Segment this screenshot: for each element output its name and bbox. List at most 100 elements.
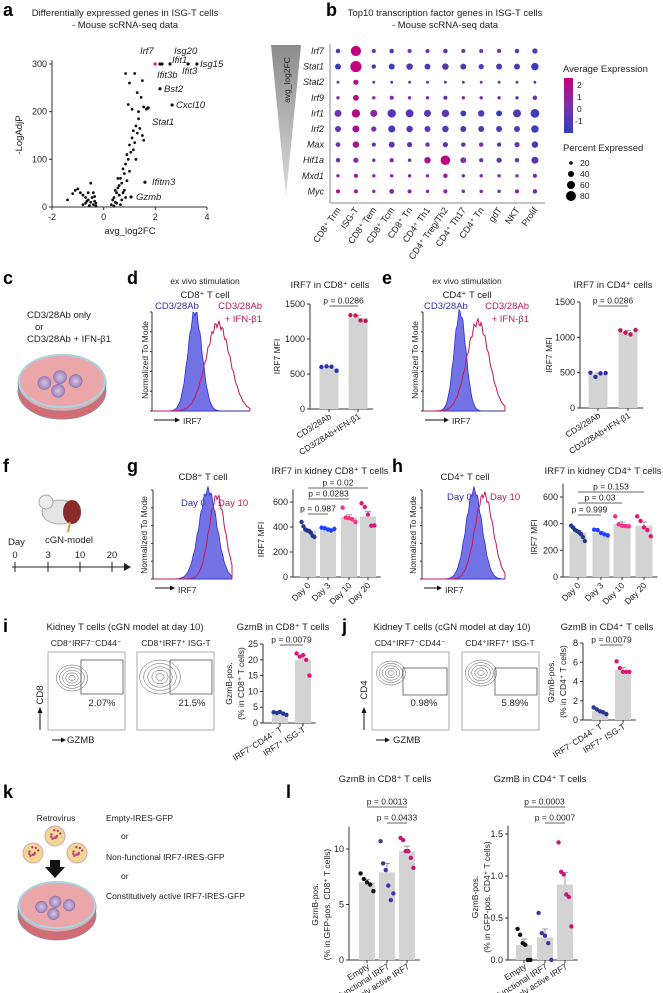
data-point — [119, 176, 122, 180]
virus-dot — [31, 853, 34, 856]
dot — [389, 158, 394, 163]
ureter — [67, 521, 71, 533]
construct-or: or — [121, 871, 129, 881]
dot — [532, 95, 538, 101]
dotplot-title-1: Top10 transcription factor genes in ISG-… — [348, 8, 543, 19]
chart-title: GzmB in CD8⁺ T cells — [237, 622, 330, 633]
data-point — [137, 110, 140, 114]
p-value-label: p = 0.0003 — [524, 797, 565, 807]
dot — [353, 173, 358, 178]
y-tick-label: 200 — [273, 547, 288, 557]
data-point — [304, 657, 309, 662]
dot — [408, 80, 412, 84]
dot — [336, 174, 340, 178]
data-point — [89, 181, 93, 185]
data-point — [131, 148, 135, 152]
dot-plot: Top10 transcription factor genes in ISG-… — [271, 8, 648, 261]
dot — [460, 126, 467, 132]
bar-chart-h: IRF7 in kidney CD4⁺ T cells IRF7 MFI 0 200 4… — [529, 466, 662, 606]
data-point — [363, 318, 368, 323]
data-point — [124, 196, 128, 199]
bar — [635, 525, 653, 577]
data-point — [122, 188, 126, 192]
contour — [147, 666, 173, 688]
data-point — [121, 167, 125, 171]
size-legend-label: 20 — [580, 158, 590, 168]
bar — [615, 669, 631, 720]
contour — [143, 663, 177, 691]
y-tick-label: 0 — [253, 718, 258, 728]
data-point — [112, 196, 116, 199]
hist-ylabel: Normalized To Mode — [410, 321, 420, 399]
x-tick-label: 0 — [101, 212, 106, 222]
dot — [443, 95, 448, 100]
data-point — [141, 134, 144, 137]
data-point — [138, 126, 142, 130]
hist-title-1: ex vivo stimulation — [170, 276, 240, 286]
virus-icon — [22, 842, 44, 864]
data-point — [94, 201, 98, 205]
data-point — [358, 318, 363, 323]
data-point-isg15 — [195, 62, 199, 66]
retrovirus-schematic: Retrovirus Empty-IRES-GFP or Non-functio… — [17, 813, 245, 941]
data-point — [613, 514, 618, 519]
bar — [272, 713, 288, 723]
dot — [350, 45, 361, 57]
data-point — [400, 837, 406, 843]
dot — [405, 109, 414, 118]
dot — [461, 142, 466, 147]
dot — [426, 80, 429, 84]
gene-label: Stat1 — [152, 117, 174, 128]
data-point — [284, 712, 289, 717]
data-point — [299, 519, 304, 525]
dot — [477, 110, 485, 117]
data-point — [365, 512, 371, 517]
y-tick-label: 0 — [553, 572, 558, 582]
rank-label: avg_log2FC — [282, 57, 292, 103]
panel-label-a: a — [3, 0, 14, 20]
data-point-bst2 — [158, 87, 162, 91]
row-label: Irf9 — [311, 93, 324, 103]
y-tick-label: 1500 — [555, 297, 575, 307]
flow-plots-j: Kidney T cells (cGN model at day 10) CD4… — [359, 622, 540, 746]
y-tick-label: 0 — [570, 403, 575, 413]
y-tick-label: 10 — [334, 844, 344, 854]
day-label: Day — [8, 537, 25, 548]
volcano-title-2: - Mouse scRNA-seq data — [72, 20, 179, 31]
data-point — [549, 957, 554, 963]
gate-rectangle — [80, 659, 124, 695]
contour — [68, 675, 76, 681]
dot — [497, 96, 501, 100]
dot — [335, 142, 341, 148]
data-point — [348, 313, 353, 318]
data-point-ifit3 — [186, 62, 190, 66]
data-point — [112, 204, 116, 208]
bar — [359, 882, 375, 960]
dot — [441, 109, 450, 118]
category-label: Day 20 — [346, 580, 372, 606]
y-tick-label: 500 — [290, 369, 305, 379]
dot — [387, 109, 396, 118]
row-label: Max — [307, 140, 325, 150]
data-point — [120, 198, 124, 202]
y-axis-label: (% in CD8⁺ T cells) — [236, 647, 246, 720]
data-point — [116, 186, 120, 190]
data-point — [116, 176, 120, 180]
category-label: Day 0 — [290, 580, 313, 603]
hist-ylabel: Normalized To Mode — [139, 496, 149, 574]
volcano-title-1: Differentially expressed genes in ISG-T … — [32, 8, 219, 19]
contour — [477, 670, 485, 676]
dot — [461, 189, 466, 194]
gate-percent-2: 5.89% — [502, 698, 529, 709]
virus-icon — [44, 825, 66, 847]
mouse-head — [38, 494, 54, 510]
dot — [407, 174, 412, 178]
data-point — [601, 710, 606, 715]
construct-or: or — [121, 831, 129, 841]
flow-ylabel: CD8 — [35, 685, 46, 704]
data-point — [362, 504, 367, 510]
dot — [424, 63, 431, 70]
dot — [406, 141, 413, 148]
data-point — [536, 910, 541, 916]
